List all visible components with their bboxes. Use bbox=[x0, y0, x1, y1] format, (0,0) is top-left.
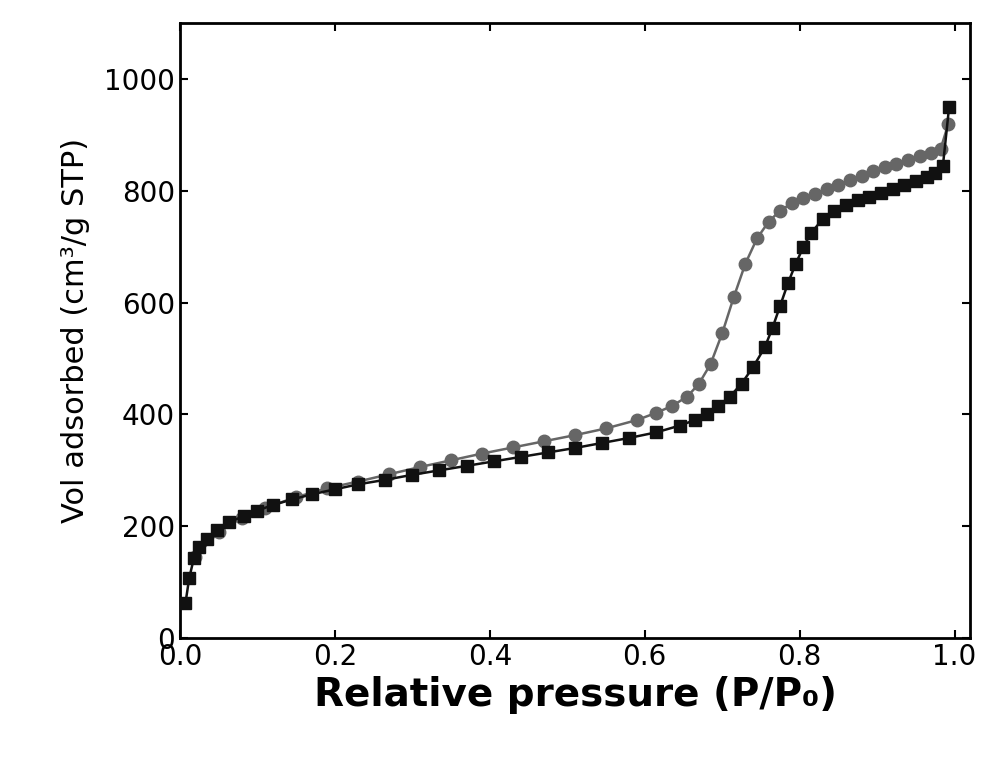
Y-axis label: Vol adsorbed (cm³/g STP): Vol adsorbed (cm³/g STP) bbox=[61, 138, 90, 524]
X-axis label: Relative pressure (P/P₀): Relative pressure (P/P₀) bbox=[314, 676, 836, 714]
